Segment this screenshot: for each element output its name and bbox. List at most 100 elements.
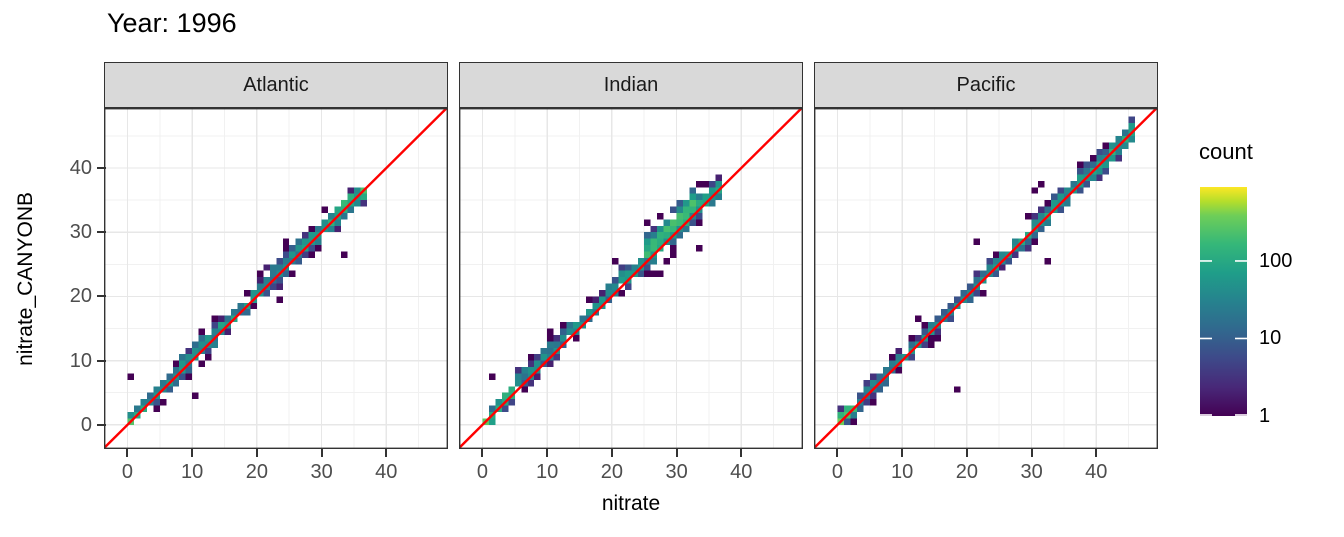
count-bin	[676, 212, 684, 220]
count-bin	[263, 277, 270, 284]
count-bin	[146, 392, 154, 400]
count-bin	[650, 270, 658, 278]
count-bin	[282, 238, 290, 246]
count-bin	[1031, 238, 1039, 246]
count-bin	[347, 187, 354, 194]
y-tick-mark	[97, 295, 106, 298]
count-bin	[256, 277, 264, 284]
count-bin	[276, 296, 283, 303]
count-bin	[495, 399, 502, 406]
count-bin	[308, 232, 316, 239]
count-bin	[263, 289, 270, 297]
count-bin	[1096, 174, 1103, 181]
count-bin	[928, 341, 935, 348]
count-bin	[185, 367, 193, 374]
count-bin	[695, 219, 703, 226]
count-bin	[256, 283, 264, 290]
count-bin	[715, 193, 722, 201]
count-bin	[992, 270, 1000, 278]
facet-strip-label: Pacific	[956, 73, 1016, 96]
facet-strip-atlantic: Atlantic	[104, 62, 448, 108]
count-bin	[921, 328, 929, 335]
count-bin	[1083, 180, 1090, 188]
count-bin	[127, 373, 134, 380]
count-bin	[514, 367, 522, 374]
count-bin	[1109, 142, 1116, 149]
count-bin	[657, 212, 664, 220]
count-bin	[289, 251, 296, 258]
count-bin	[895, 367, 903, 374]
count-bin	[624, 270, 632, 278]
count-bin	[501, 392, 509, 400]
x-tick-label: 30	[665, 461, 688, 483]
legend-gradient	[1200, 187, 1247, 416]
count-bin	[1096, 148, 1103, 156]
count-bin	[321, 206, 329, 213]
count-bin	[1128, 135, 1136, 143]
count-bin	[644, 232, 651, 239]
count-bin	[553, 334, 561, 342]
count-bin	[895, 347, 903, 355]
count-bin	[243, 289, 251, 297]
count-bin	[1070, 180, 1077, 188]
count-bin	[553, 341, 561, 348]
count-bin	[263, 264, 270, 271]
count-bin	[715, 180, 722, 188]
count-bin	[1076, 161, 1084, 169]
identity-line	[104, 108, 448, 449]
count-bin	[243, 309, 251, 316]
count-bin	[1057, 187, 1064, 194]
count-bin	[1063, 187, 1071, 194]
count-bin	[172, 367, 180, 374]
count-bin	[205, 334, 212, 342]
count-bin	[869, 399, 877, 406]
x-tick-label: 20	[600, 461, 623, 483]
count-bin	[1031, 187, 1039, 194]
legend-tick-label: 1	[1259, 405, 1271, 427]
x-tick-mark	[255, 449, 258, 457]
y-tick-mark	[97, 167, 106, 170]
count-bin	[340, 200, 348, 207]
count-bin	[586, 309, 593, 316]
count-bin	[340, 212, 348, 220]
count-bin	[334, 206, 341, 213]
y-tick-label: 30	[69, 221, 92, 244]
x-tick-label: 30	[310, 461, 333, 483]
count-bin	[657, 238, 664, 246]
count-bin	[1076, 187, 1084, 194]
plot-panel-atlantic	[104, 108, 448, 449]
count-bin	[237, 302, 244, 310]
count-bin	[1122, 129, 1129, 136]
x-tick-mark	[481, 449, 484, 457]
count-bin	[921, 322, 929, 329]
count-bin	[624, 264, 632, 271]
count-bin	[192, 341, 199, 348]
x-tick-mark	[546, 449, 549, 457]
count-bin	[683, 206, 690, 213]
count-bin	[670, 219, 677, 226]
count-bin	[211, 328, 219, 335]
count-bin	[611, 283, 619, 290]
y-tick-label: 0	[80, 413, 92, 436]
count-bin	[508, 399, 515, 406]
count-bin	[547, 334, 554, 342]
count-bin	[547, 360, 554, 368]
count-bin	[605, 283, 612, 290]
count-bin	[889, 354, 896, 361]
count-bin	[715, 174, 722, 181]
count-bin	[689, 219, 696, 226]
count-bin	[676, 206, 684, 213]
count-bin	[295, 238, 303, 246]
count-bin	[1083, 168, 1090, 175]
count-bin	[179, 373, 186, 380]
count-bin	[598, 289, 606, 297]
count-bin	[1050, 193, 1058, 201]
count-bin	[1031, 219, 1039, 226]
count-bin	[953, 296, 961, 303]
x-tick-label: 10	[536, 461, 559, 483]
y-tick-mark	[97, 423, 106, 426]
count-bin	[689, 200, 696, 207]
count-bin	[869, 392, 877, 400]
count-bin	[218, 315, 225, 323]
count-bin	[250, 302, 257, 310]
